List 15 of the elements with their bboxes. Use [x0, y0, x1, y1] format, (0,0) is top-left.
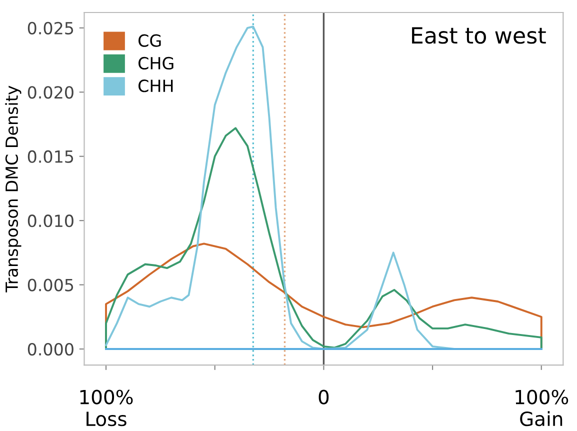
legend-label: CHH — [138, 80, 173, 92]
x-tick-label: 100% Loss — [80, 390, 133, 426]
x-tick-label: 100% Gain — [516, 390, 568, 426]
y-tick-label: 0.025 — [28, 22, 74, 34]
y-tick-label: 0.020 — [28, 86, 74, 99]
y-tick-label: 0.010 — [28, 214, 74, 228]
annotation: East to west — [412, 27, 546, 44]
y-tick-label: 0.000 — [28, 342, 74, 356]
legend-label: CHG — [138, 56, 174, 70]
legend-label: CG — [138, 34, 161, 47]
y-axis-title: Transposon DMC Density — [5, 86, 22, 292]
y-tick-label: 0.015 — [28, 150, 74, 163]
line-series — [105, 127, 542, 350]
y-tick-label: 0.005 — [28, 278, 74, 292]
x-tick-label: 0 — [318, 390, 329, 404]
